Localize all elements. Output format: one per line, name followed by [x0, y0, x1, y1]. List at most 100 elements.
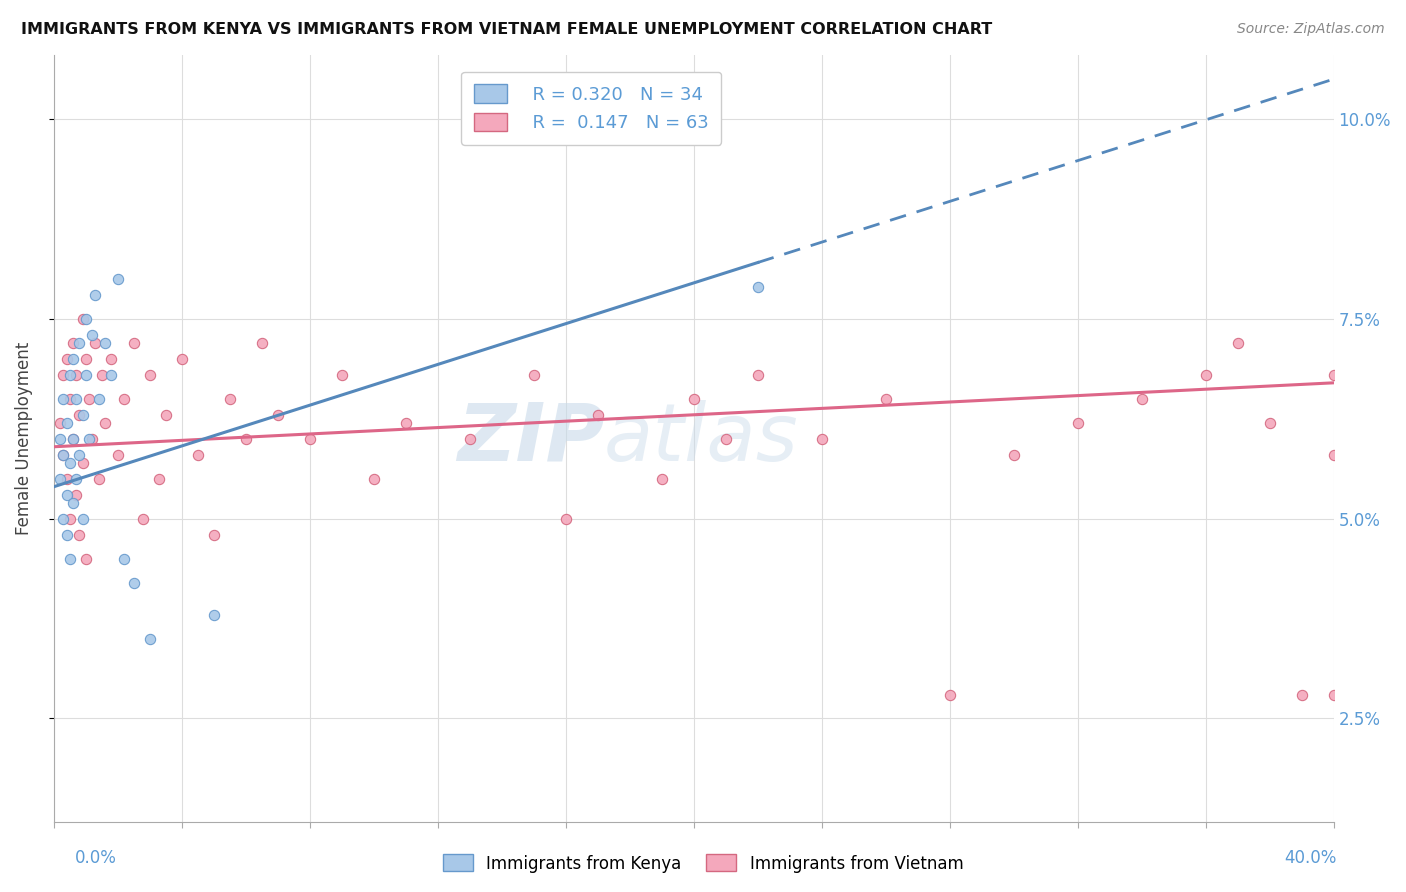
Point — [87, 472, 110, 486]
Point — [77, 392, 100, 406]
Point — [84, 288, 107, 302]
Point — [298, 432, 321, 446]
Point — [122, 335, 145, 350]
Point — [267, 408, 290, 422]
Point — [55, 488, 77, 502]
Point — [67, 448, 90, 462]
Point — [62, 496, 84, 510]
Point — [67, 408, 90, 422]
Text: IMMIGRANTS FROM KENYA VS IMMIGRANTS FROM VIETNAM FEMALE UNEMPLOYMENT CORRELATION: IMMIGRANTS FROM KENYA VS IMMIGRANTS FROM… — [21, 22, 993, 37]
Point — [55, 351, 77, 366]
Point — [65, 392, 87, 406]
Point — [682, 392, 704, 406]
Point — [52, 392, 75, 406]
Point — [523, 368, 546, 382]
Point — [55, 527, 77, 541]
Point — [87, 392, 110, 406]
Point — [810, 432, 832, 446]
Point — [62, 335, 84, 350]
Point — [363, 472, 385, 486]
Legend:   R = 0.320   N = 34,   R =  0.147   N = 63: R = 0.320 N = 34, R = 0.147 N = 63 — [461, 72, 721, 145]
Point — [458, 432, 481, 446]
Point — [72, 511, 94, 525]
Point — [132, 511, 155, 525]
Y-axis label: Female Unemployment: Female Unemployment — [15, 343, 32, 535]
Point — [59, 551, 82, 566]
Point — [67, 527, 90, 541]
Point — [90, 368, 112, 382]
Point — [65, 368, 87, 382]
Point — [59, 511, 82, 525]
Point — [554, 511, 576, 525]
Point — [82, 327, 104, 342]
Point — [107, 272, 129, 286]
Text: atlas: atlas — [605, 400, 799, 478]
Point — [75, 551, 97, 566]
Point — [938, 688, 960, 702]
Point — [52, 511, 75, 525]
Point — [651, 472, 673, 486]
Point — [170, 351, 193, 366]
Point — [202, 527, 225, 541]
Point — [72, 408, 94, 422]
Point — [65, 472, 87, 486]
Point — [112, 551, 135, 566]
Legend: Immigrants from Kenya, Immigrants from Vietnam: Immigrants from Kenya, Immigrants from V… — [436, 847, 970, 880]
Point — [139, 368, 162, 382]
Point — [250, 335, 273, 350]
Point — [1291, 688, 1313, 702]
Point — [1323, 688, 1346, 702]
Point — [52, 368, 75, 382]
Point — [235, 432, 257, 446]
Point — [94, 416, 117, 430]
Point — [59, 368, 82, 382]
Point — [59, 456, 82, 470]
Point — [62, 351, 84, 366]
Point — [55, 472, 77, 486]
Point — [65, 488, 87, 502]
Point — [1258, 416, 1281, 430]
Text: 40.0%: 40.0% — [1284, 849, 1337, 867]
Text: 0.0%: 0.0% — [75, 849, 117, 867]
Point — [218, 392, 240, 406]
Point — [62, 432, 84, 446]
Point — [52, 448, 75, 462]
Point — [875, 392, 897, 406]
Point — [139, 632, 162, 646]
Point — [49, 472, 72, 486]
Point — [155, 408, 177, 422]
Text: ZIP: ZIP — [457, 400, 605, 478]
Point — [1226, 335, 1249, 350]
Point — [122, 575, 145, 590]
Point — [75, 368, 97, 382]
Point — [62, 432, 84, 446]
Point — [82, 432, 104, 446]
Point — [395, 416, 418, 430]
Point — [77, 432, 100, 446]
Point — [59, 392, 82, 406]
Point — [1323, 368, 1346, 382]
Text: Source: ZipAtlas.com: Source: ZipAtlas.com — [1237, 22, 1385, 37]
Point — [75, 351, 97, 366]
Point — [67, 335, 90, 350]
Point — [148, 472, 170, 486]
Point — [747, 368, 769, 382]
Point — [52, 448, 75, 462]
Point — [1002, 448, 1025, 462]
Point — [100, 351, 122, 366]
Point — [75, 311, 97, 326]
Point — [94, 335, 117, 350]
Point — [84, 335, 107, 350]
Point — [49, 432, 72, 446]
Point — [330, 368, 353, 382]
Point — [1066, 416, 1088, 430]
Point — [586, 408, 609, 422]
Point — [1130, 392, 1153, 406]
Point — [1323, 448, 1346, 462]
Point — [72, 311, 94, 326]
Point — [714, 432, 737, 446]
Point — [100, 368, 122, 382]
Point — [55, 416, 77, 430]
Point — [49, 416, 72, 430]
Point — [107, 448, 129, 462]
